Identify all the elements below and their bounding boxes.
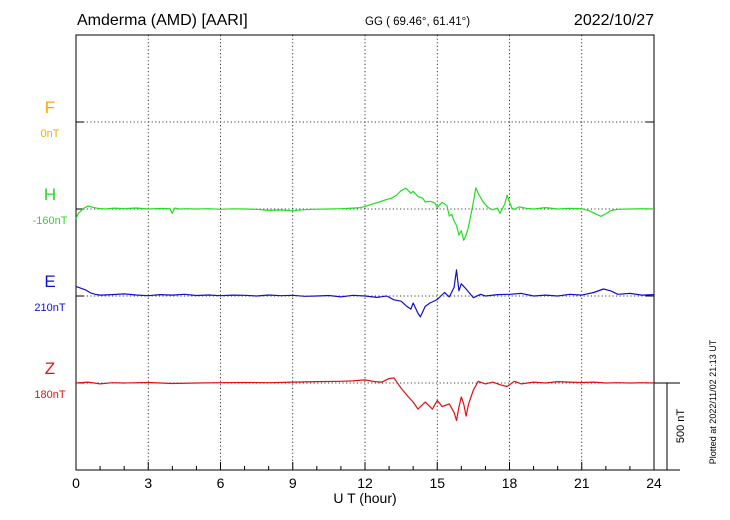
x-tick-label: 0 [72,475,80,491]
series-name-z: Z [45,359,55,378]
date-text: 2022/10/27 [574,12,654,29]
x-tick-label: 24 [646,475,662,491]
series-layer [75,187,655,421]
tick-layer: 0 3 6 9 12 15 18 21 24 [72,121,662,491]
grid-layer [76,35,654,470]
x-tick-label: 6 [217,475,225,491]
series-baseline-label-f: 0nT [41,128,60,140]
x-tick-label: 21 [574,475,590,491]
station-title: Amderma (AMD) [AARI] [77,12,248,29]
x-tick-label: 18 [502,475,518,491]
x-tick-label: 3 [144,475,152,491]
series-baseline-label-z: 180nT [34,389,65,401]
series-line-e [75,269,655,318]
series-line-z [75,377,655,421]
series-name-h: H [44,185,56,204]
series-baseline-label-e: 210nT [34,302,65,314]
series-labels-layer: F 0nT H -160nT E 210nT Z 180nT [33,98,68,401]
series-name-f: F [45,98,55,117]
coords-text: GG ( 69.46°, 61.41°) [365,16,470,28]
scale-bar-label: 500 nT [675,409,687,444]
series-baseline-label-h: -160nT [33,215,68,227]
x-axis-label: U T (hour) [333,490,396,506]
series-line-h [75,187,655,241]
x-tick-label: 12 [357,475,373,491]
scale-bar [654,382,680,471]
plotted-at-note: Plotted at 2022/11/02 21:13 UT [708,339,718,464]
series-name-e: E [44,272,55,291]
x-tick-label: 9 [289,475,297,491]
x-tick-label: 15 [429,475,445,491]
